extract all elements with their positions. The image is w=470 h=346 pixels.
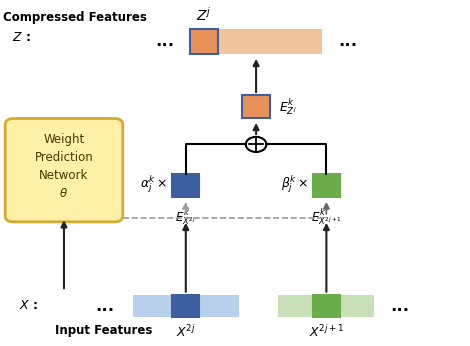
Bar (313, 174, 340, 197)
Text: $E^k_{X^{2j+1}}$: $E^k_{X^{2j+1}}$ (311, 206, 342, 227)
Text: ...: ... (95, 297, 115, 315)
Text: ...: ... (338, 33, 357, 51)
Bar (172, 295, 199, 317)
Text: Weight
Prediction
Network
$\theta$: Weight Prediction Network $\theta$ (35, 133, 94, 200)
Text: ...: ... (155, 33, 174, 51)
Bar (243, 95, 270, 118)
Text: Compressed Features: Compressed Features (3, 10, 147, 24)
Text: $E^k_{X^{2j}}$: $E^k_{X^{2j}}$ (175, 206, 196, 227)
Bar (190, 29, 218, 54)
Text: $\beta^k_j \times$: $\beta^k_j \times$ (281, 173, 308, 195)
FancyBboxPatch shape (5, 119, 123, 222)
Text: Input Features: Input Features (55, 324, 152, 337)
Bar (172, 174, 199, 197)
Text: $\alpha^k_j \times$: $\alpha^k_j \times$ (140, 173, 167, 195)
Text: $X^{2j}$: $X^{2j}$ (176, 324, 196, 340)
Text: ...: ... (391, 297, 410, 315)
Bar (313, 295, 340, 317)
Text: $E^k_{Z^j}$: $E^k_{Z^j}$ (279, 96, 297, 117)
Text: $X^{2j+1}$: $X^{2j+1}$ (309, 324, 344, 340)
Text: $X$ :: $X$ : (19, 299, 39, 312)
Text: $Z^j$: $Z^j$ (196, 6, 212, 24)
Text: $Z$ :: $Z$ : (12, 31, 31, 45)
Bar (133, 295, 238, 317)
Bar (190, 29, 321, 54)
Bar (278, 295, 375, 317)
